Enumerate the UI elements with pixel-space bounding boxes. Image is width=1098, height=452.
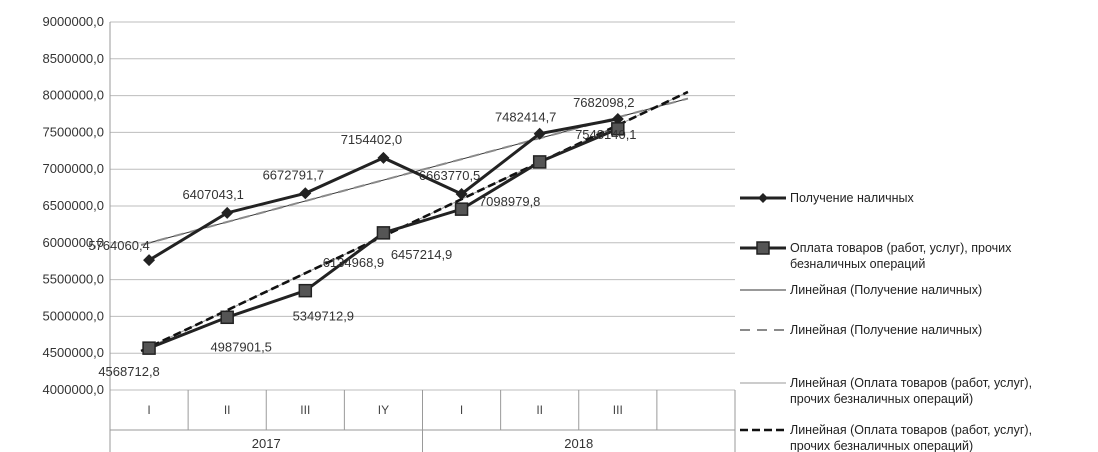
- legend-label: прочих безналичных операций): [790, 439, 973, 452]
- y-tick-label: 6000000,0: [43, 235, 104, 250]
- legend-label: Линейная (Получение наличных): [790, 323, 982, 337]
- legend-marker: [758, 193, 768, 203]
- trendline: [140, 90, 689, 353]
- data-label: 7482414,7: [495, 110, 556, 125]
- legend-label: прочих безналичных операций): [790, 392, 973, 406]
- data-point: [298, 283, 313, 298]
- y-tick-label: 4500000,0: [43, 345, 104, 360]
- data-label: 5349712,9: [293, 309, 354, 324]
- y-tick-label: 7500000,0: [43, 124, 104, 139]
- y-tick-label: 6500000,0: [43, 198, 104, 213]
- x-category-label: I: [147, 403, 150, 417]
- data-point: [221, 206, 234, 219]
- legend-label: Линейная (Получение наличных): [790, 283, 982, 297]
- legend-item: Оплата товаров (работ, услуг), прочих без…: [740, 241, 1012, 271]
- data-point: [142, 341, 156, 355]
- legend-label: Оплата товаров (работ, услуг), прочих: [790, 241, 1012, 255]
- legend-item: Линейная (Получение наличных): [740, 323, 982, 337]
- series: [142, 112, 625, 355]
- data-point: [533, 127, 546, 140]
- data-label: 4987901,5: [210, 339, 271, 354]
- data-label: 6134968,9: [323, 255, 384, 270]
- y-tick-label: 9000000,0: [43, 14, 104, 29]
- y-tick-label: 8500000,0: [43, 51, 104, 66]
- data-label: 6457214,9: [391, 247, 452, 262]
- x-category-label: I: [460, 403, 463, 417]
- x-category-label: II: [536, 403, 543, 417]
- legend-label: Линейная (Оплата товаров (работ, услуг),: [790, 423, 1032, 437]
- data-point: [611, 122, 625, 136]
- x-group-label: 2017: [252, 436, 281, 451]
- grid: [109, 21, 735, 452]
- y-axis-ticks: 9000000,0 8500000,0 8000000,0 7500000,0 7000…: [43, 14, 104, 397]
- legend-item: Получение наличных: [740, 191, 915, 205]
- data-point: [299, 187, 312, 200]
- legend: Получение наличных Оплата товаров (работ,…: [740, 191, 1032, 452]
- y-tick-label: 5500000,0: [43, 272, 104, 287]
- legend-item: Линейная (Оплата товаров (работ, услуг),…: [740, 376, 1032, 406]
- data-point: [455, 187, 468, 200]
- legend-label: Линейная (Оплата товаров (работ, услуг),: [790, 376, 1032, 390]
- y-tick-label: 7000000,0: [43, 161, 104, 176]
- legend-item: Линейная (Оплата товаров (работ, услуг),…: [740, 423, 1032, 452]
- data-labels: 5764060,4 6407043,1 6672791,7 7154402,0 6663…: [88, 95, 636, 379]
- data-label: 7682098,2: [573, 95, 634, 110]
- data-label: 7098979,8: [479, 194, 540, 209]
- data-label: 5764060,4: [88, 238, 149, 253]
- data-label: 6672791,7: [263, 167, 324, 182]
- y-tick-label: 8000000,0: [43, 88, 104, 103]
- data-point: [143, 254, 156, 267]
- legend-label: Получение наличных: [790, 191, 915, 205]
- data-point: [611, 112, 624, 125]
- data-label: 7548140,1: [575, 127, 636, 142]
- x-category-label: II: [224, 403, 231, 417]
- data-label: 4568712,8: [98, 364, 159, 379]
- data-point: [454, 202, 469, 216]
- x-category-label: IY: [378, 403, 389, 417]
- data-label: 6663770,5: [419, 168, 480, 183]
- data-label: 6407043,1: [182, 187, 243, 202]
- legend-label: безналичных операций: [790, 257, 925, 271]
- y-tick-label: 4000000,0: [43, 382, 104, 397]
- x-category-label: III: [613, 403, 623, 417]
- x-category-label: III: [300, 403, 310, 417]
- data-point: [377, 151, 390, 164]
- data-point: [376, 226, 391, 240]
- y-tick-label: 5000000,0: [43, 308, 104, 323]
- data-label: 7154402,0: [341, 132, 402, 147]
- trendline: [140, 97, 689, 246]
- legend-marker: [756, 241, 770, 255]
- x-group-label: 2018: [564, 436, 593, 451]
- data-point: [532, 155, 547, 169]
- legend-item: Линейная (Получение наличных): [740, 283, 982, 297]
- data-point: [220, 310, 234, 325]
